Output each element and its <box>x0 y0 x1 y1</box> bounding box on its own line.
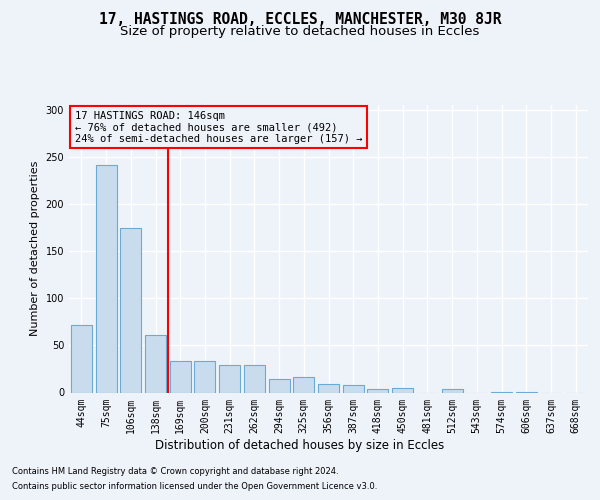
Bar <box>293 378 314 392</box>
Text: 17, HASTINGS ROAD, ECCLES, MANCHESTER, M30 8JR: 17, HASTINGS ROAD, ECCLES, MANCHESTER, M… <box>99 12 501 28</box>
Bar <box>367 388 388 392</box>
Bar <box>392 388 413 392</box>
Text: Contains public sector information licensed under the Open Government Licence v3: Contains public sector information licen… <box>12 482 377 491</box>
Bar <box>95 166 116 392</box>
Bar <box>145 335 166 392</box>
Text: Size of property relative to detached houses in Eccles: Size of property relative to detached ho… <box>121 25 479 38</box>
Bar <box>269 380 290 392</box>
Text: 17 HASTINGS ROAD: 146sqm
← 76% of detached houses are smaller (492)
24% of semi-: 17 HASTINGS ROAD: 146sqm ← 76% of detach… <box>74 110 362 144</box>
Bar <box>318 384 339 392</box>
Text: Contains HM Land Registry data © Crown copyright and database right 2024.: Contains HM Land Registry data © Crown c… <box>12 467 338 476</box>
Bar <box>442 388 463 392</box>
Bar <box>343 385 364 392</box>
Y-axis label: Number of detached properties: Number of detached properties <box>30 161 40 336</box>
Bar <box>170 362 191 392</box>
Text: Distribution of detached houses by size in Eccles: Distribution of detached houses by size … <box>155 440 445 452</box>
Bar <box>71 324 92 392</box>
Bar <box>120 228 141 392</box>
Bar <box>194 362 215 392</box>
Bar <box>244 365 265 392</box>
Bar <box>219 365 240 392</box>
